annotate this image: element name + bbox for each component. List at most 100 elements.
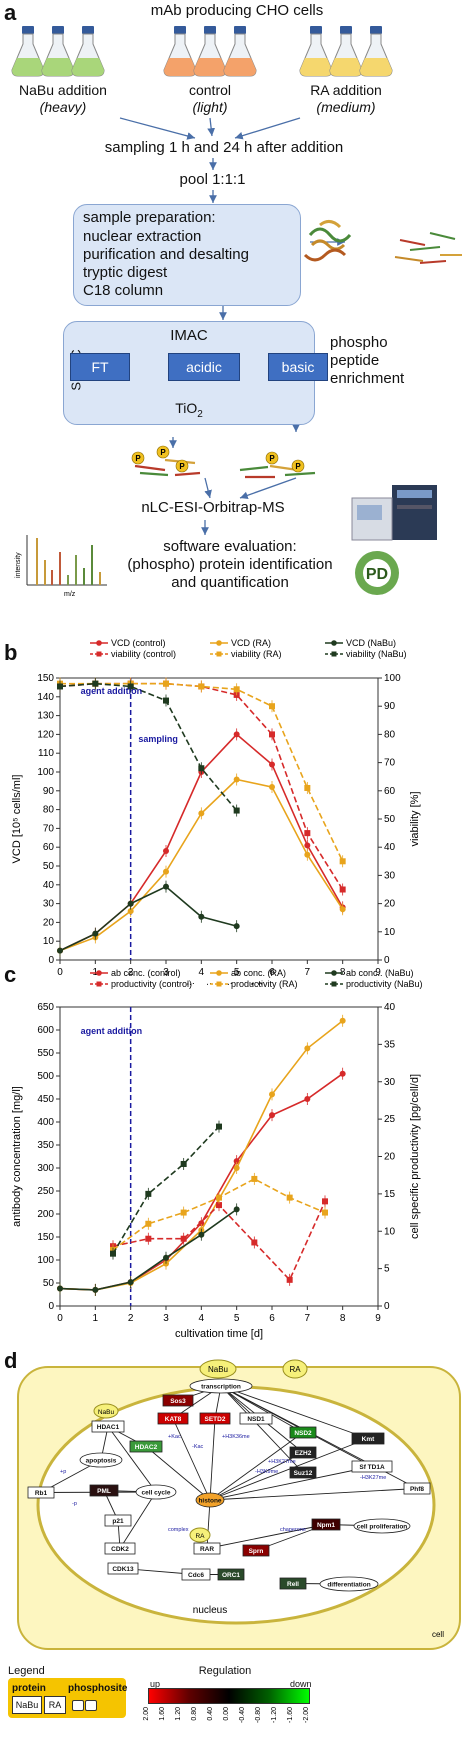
y-tick-label: 100 [37, 767, 54, 778]
data-point [145, 1220, 152, 1227]
data-point [339, 886, 346, 893]
pathway-node: ORC1 [217, 1568, 245, 1581]
series-line [59, 885, 237, 952]
proteome-discoverer-logo: PD [355, 551, 399, 595]
x-tick-label: 9 [375, 1313, 381, 1324]
pathway-node: Sf TD1A [351, 1460, 393, 1473]
prep-step: C18 column [83, 282, 164, 299]
legend-label: viability (control) [111, 649, 176, 659]
legend-example-ra: RA [44, 1696, 66, 1714]
phosphopeptides-illustration: P P P P P [131, 445, 316, 479]
y-right-tick-label: 15 [384, 1189, 396, 1200]
legend-marker [96, 981, 102, 987]
flask-icon [41, 26, 75, 77]
pathway-node: SETD2 [199, 1412, 231, 1425]
x-tick-label: 1 [93, 1313, 99, 1324]
y-tick-label: 130 [37, 711, 54, 722]
pathway-node-label: differentiation [327, 1582, 370, 1589]
data-point [269, 703, 275, 710]
ra-group-name: RA addition [310, 82, 382, 98]
y-tick-label: 80 [43, 805, 55, 816]
legend-phosphosite-box [72, 1700, 84, 1711]
legend-box: protein phosphosite NaBu RA [8, 1678, 127, 1718]
panel-d-letter: d [4, 1348, 18, 1373]
data-point [304, 830, 311, 837]
pathway-node-label: HDAC1 [97, 1424, 120, 1431]
legend-label: productivity (RA) [231, 979, 298, 989]
data-point [145, 1190, 152, 1197]
data-point [339, 906, 346, 913]
legend-label: VCD (RA) [231, 638, 271, 648]
pathway-node: HDAC1 [91, 1420, 125, 1433]
panel-a-letter: a [4, 0, 17, 25]
y-right-axis-label: viability [%] [409, 791, 421, 846]
pathway-node-label: CDK2 [111, 1546, 129, 1553]
enrichment-label-2: peptide [330, 352, 380, 369]
pathway-node: NSD2 [289, 1426, 317, 1439]
phospho-marker: P [160, 448, 166, 457]
y-right-tick-label: 10 [384, 927, 396, 938]
y-right-tick-label: 25 [384, 1114, 396, 1125]
y-tick-label: 90 [43, 786, 55, 797]
flask-icon [71, 26, 105, 77]
annotation-label: sampling [138, 734, 178, 744]
legend-marker [216, 640, 222, 646]
x-tick-label: 0 [57, 967, 63, 978]
regulation-tick-label: 0.40 [207, 1707, 214, 1721]
pathway-node-label: PML [97, 1488, 111, 1495]
regulation-tick-label: 1.60 [159, 1707, 166, 1721]
annotation-label: agent addition [81, 686, 142, 696]
y-right-tick-label: 10 [384, 1226, 396, 1237]
pathway-node: CDK2 [104, 1542, 136, 1555]
pathway-node: EZH2 [289, 1446, 317, 1459]
spectrum-xlabel: m/z [64, 591, 76, 598]
ms-step: nLC-ESI-Orbitrap-MS [141, 499, 285, 516]
regulation-ticks: 2.00 1.60 1.20 0.80 0.40 0.00 -0.40 -0.80 -1.20 -… [143, 1707, 310, 1723]
y-tick-label: 500 [37, 1071, 54, 1082]
data-point [198, 810, 205, 817]
data-point [198, 683, 205, 690]
pd-logo-text: PD [366, 566, 388, 583]
pathway-node-label: KAT8 [165, 1416, 182, 1423]
protein-peptide-illustration [303, 220, 462, 264]
y-tick-label: 150 [37, 673, 54, 684]
data-point [92, 930, 99, 937]
pathway-node-label: Kmt [362, 1436, 375, 1443]
y-right-axis-label: cell specific productivity [pg/cell/d] [409, 1074, 421, 1239]
pathway-node-label: Sprn [249, 1548, 264, 1555]
y-tick-label: 60 [43, 842, 55, 853]
legend-marker [331, 640, 337, 646]
y-tick-label: 550 [37, 1048, 54, 1059]
ra-ligand [189, 1527, 211, 1543]
series-line [60, 682, 344, 862]
edge-label: +p [60, 1469, 66, 1475]
data-point [163, 1254, 169, 1261]
pathway-edge [206, 1499, 211, 1549]
control-sub: light [197, 99, 223, 115]
regulation-up: up [150, 1679, 161, 1689]
pathway-node: NSD1 [239, 1412, 273, 1425]
pathway-node: Sos3 [162, 1394, 194, 1407]
data-point [304, 851, 311, 858]
y-tick-label: 150 [37, 1232, 54, 1243]
flask-icon [223, 26, 257, 77]
series-line [112, 1126, 220, 1255]
y-tick-label: 20 [43, 917, 55, 928]
y-tick-label: 100 [37, 1255, 54, 1266]
x-axis-label: cultivation time [d] [175, 1328, 263, 1340]
flask-icon [193, 26, 227, 77]
data-point [251, 1175, 258, 1182]
pathway-edge [209, 1452, 304, 1501]
pathway-node-label: Suz12 [294, 1470, 313, 1477]
data-point [180, 1235, 187, 1242]
nucleus-label: nucleus [193, 1605, 227, 1616]
legend-phosphosite-box [85, 1700, 97, 1711]
data-point [216, 1202, 222, 1209]
data-point [233, 807, 240, 814]
y-right-tick-label: 20 [384, 1152, 396, 1163]
y-right-tick-label: 40 [384, 1002, 396, 1013]
data-point [233, 776, 240, 783]
pathway-edge [209, 1488, 418, 1501]
legend-label: VCD (NaBu) [346, 638, 396, 648]
pathway-node-label: Rb1 [35, 1490, 48, 1497]
